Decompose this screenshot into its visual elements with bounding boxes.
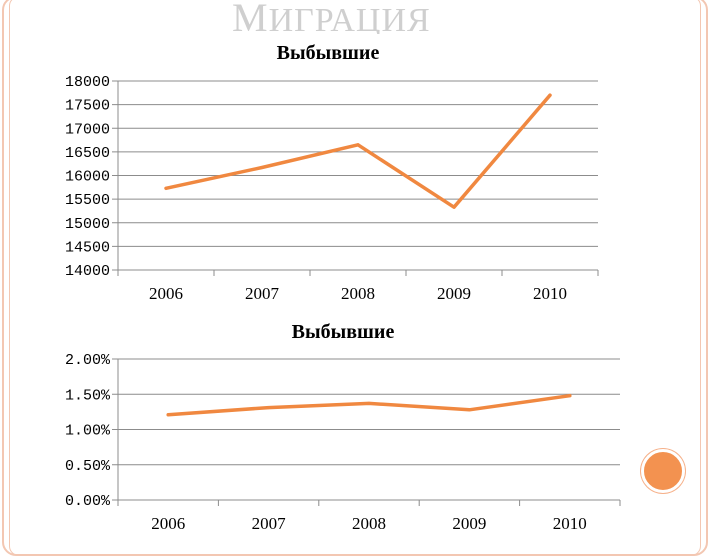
bottom-series-line [166,393,572,417]
charts-canvas: Выбывшие 14000 14500 15000 15500 16000 16500 1… [65,42,621,533]
bottom-data-point [267,406,271,410]
top-data-point [548,93,552,97]
slide-title: МИГРАЦИЯ [232,0,492,34]
bottom-data-point [166,413,170,417]
top-data-point [164,186,168,190]
top-y-tick-label: 14500 [65,239,110,256]
top-y-tick-label: 15000 [65,216,110,233]
bottom-x-category-label: 2009 [452,514,486,533]
top-y-tick-label: 16000 [65,169,110,186]
chart-bottom: Выбывшие 0.00% 0.50% 1.00% 1.50% 2.00% 2006 20… [65,321,621,533]
chart-top-title: Выбывшие [277,42,380,64]
slide-title-capital: М [232,0,269,34]
top-x-category-label: 2006 [149,284,183,303]
top-y-tick-label: 15500 [65,192,110,209]
bottom-y-tick-label: 1.00% [65,423,111,440]
top-x-category-label: 2007 [245,284,280,303]
bottom-y-tick-label: 0.50% [65,458,111,475]
bottom-y-tick-label: 1.50% [65,387,111,404]
top-data-point [260,165,264,169]
top-x-category-label: 2009 [437,284,471,303]
chart-bottom-title: Выбывшие [292,321,395,343]
top-y-tick-label: 17000 [65,121,110,138]
bottom-x-category-label: 2008 [352,514,386,533]
top-x-category-label: 2010 [533,284,567,303]
top-y-tick-label: 18000 [65,74,110,91]
bottom-data-point [367,401,371,405]
bottom-x-category-label: 2007 [252,514,287,533]
top-data-point [356,143,360,147]
chart-top: Выбывшие 14000 14500 15000 15500 16000 16500 1… [65,42,599,303]
bottom-data-point [568,394,572,398]
bottom-y-tick-label: 0.00% [65,493,111,510]
top-y-tick-label: 16500 [65,145,110,162]
top-y-tick-label: 17500 [65,98,110,115]
bottom-data-point [467,408,471,412]
bottom-y-tick-label: 2.00% [65,352,111,369]
top-series-line [164,93,552,209]
bottom-x-category-label: 2010 [553,514,587,533]
decorative-circle [641,449,685,493]
top-y-tick-label: 14000 [65,263,110,280]
bottom-x-category-label: 2006 [151,514,185,533]
top-data-point [452,205,456,209]
top-x-category-label: 2008 [341,284,375,303]
slide-title-rest: ИГРАЦИЯ [268,2,431,34]
